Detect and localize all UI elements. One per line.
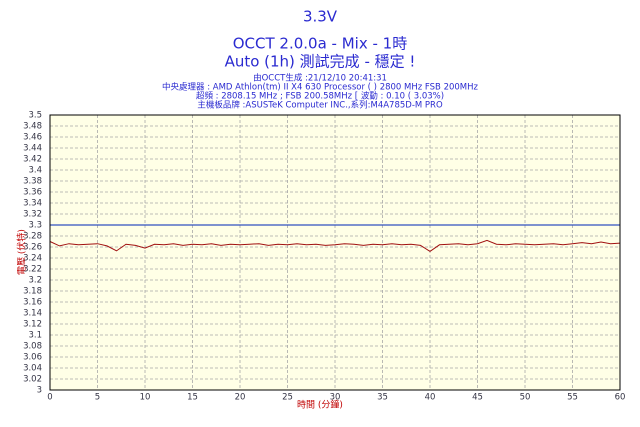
y-tick-label: 3.38	[23, 177, 42, 187]
chart-subtitle: OCCT 2.0.0a - Mix - 1時	[233, 35, 407, 53]
x-tick-label: 5	[95, 393, 100, 403]
x-tick-label: 30	[330, 393, 341, 403]
y-tick-label: 3.22	[23, 265, 42, 275]
y-tick-label: 3.4	[28, 166, 42, 176]
info-line: 由OCCT生成 :21/12/10 20:41:31	[253, 73, 387, 84]
y-tick-label: 3.44	[23, 144, 42, 154]
y-tick-label: 3.06	[23, 353, 42, 363]
y-tick-label: 3.02	[23, 375, 42, 385]
y-tick-label: 3.32	[23, 210, 42, 220]
x-tick-label: 0	[47, 393, 52, 403]
y-tick-label: 3.3	[28, 221, 42, 231]
data-line	[49, 239, 621, 253]
info-line: 超頻 : 2808.15 MHz ; FSB 200.58MHz [ 波動 : …	[196, 91, 444, 102]
y-tick-label: 3.34	[23, 199, 42, 209]
x-tick-label: 45	[472, 393, 483, 403]
y-tick-label: 3.36	[23, 188, 42, 198]
y-tick-label: 3.5	[28, 111, 42, 121]
y-tick-label: 3.26	[23, 243, 42, 253]
x-tick-label: 25	[282, 393, 293, 403]
y-tick-label: 3.48	[23, 122, 42, 132]
chart-status: Auto (1h) 測試完成 - 穩定 !	[225, 53, 416, 71]
y-tick-label: 3.04	[23, 364, 42, 374]
info-line: 中央處理器 : AMD Athlon(tm) II X4 630 Process…	[162, 82, 479, 93]
plot-frame	[49, 114, 621, 391]
y-tick-label: 3	[37, 386, 42, 396]
x-tick-label: 55	[567, 393, 578, 403]
x-axis-label: 時間 (分鐘)	[297, 399, 343, 411]
x-tick-label: 40	[425, 393, 436, 403]
y-tick-label: 3.14	[23, 309, 42, 319]
y-axis-label: 電壓 (伏特)	[16, 229, 28, 275]
x-tick-label: 50	[520, 393, 531, 403]
x-tick-label: 20	[235, 393, 246, 403]
info-line: 主機板品牌 :ASUSTeK Computer INC.,系列:M4A785D-…	[197, 100, 443, 111]
y-tick-label: 3.28	[23, 232, 42, 242]
x-tick-label: 35	[377, 393, 388, 403]
y-tick-label: 3.24	[23, 254, 42, 264]
y-tick-label: 3.18	[23, 287, 42, 297]
chart-title: 3.3V	[303, 8, 338, 26]
x-tick-label: 10	[140, 393, 151, 403]
y-tick-label: 3.2	[28, 276, 42, 286]
x-tick-label: 15	[187, 393, 198, 403]
x-tick-label: 60	[615, 393, 626, 403]
y-tick-label: 3.08	[23, 342, 42, 352]
y-tick-label: 3.42	[23, 155, 42, 165]
y-tick-label: 3.1	[28, 331, 42, 341]
y-tick-label: 3.16	[23, 298, 42, 308]
y-tick-label: 3.12	[23, 320, 42, 330]
y-tick-label: 3.46	[23, 133, 42, 143]
